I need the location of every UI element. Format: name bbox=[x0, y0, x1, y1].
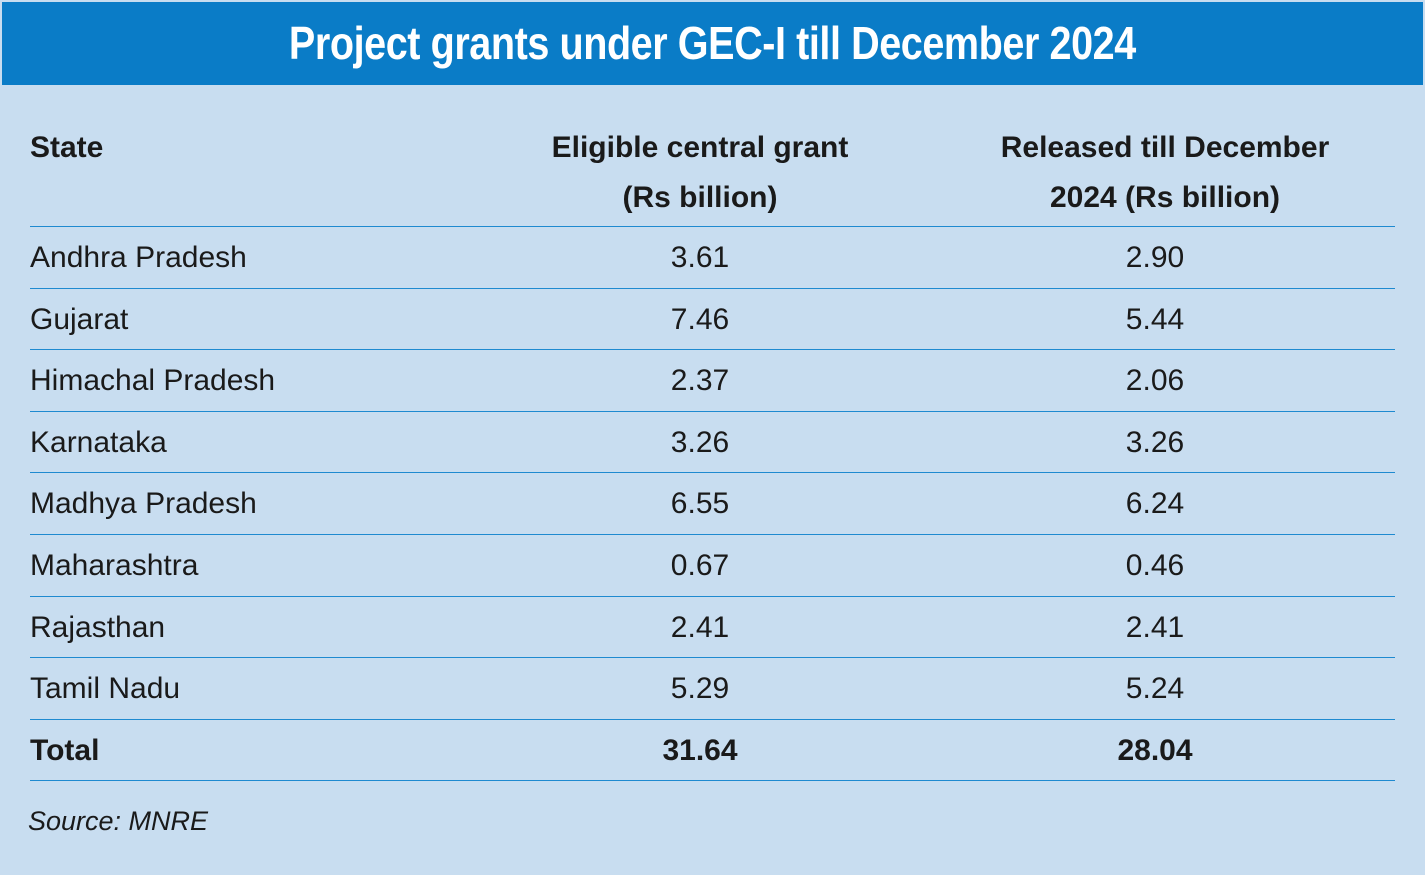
state-cell: Andhra Pradesh bbox=[30, 241, 247, 274]
released-cell: 6.24 bbox=[1125, 487, 1185, 521]
state-cell: Himachal Pradesh bbox=[30, 364, 276, 398]
header-eligible-line1: Eligible central grant bbox=[551, 131, 849, 164]
total-row: Total 31.64 28.04 bbox=[30, 720, 1395, 781]
header-released: Released till December 2024 (Rs billion) bbox=[965, 123, 1365, 223]
title-bar: Project grants under GEC-I till December… bbox=[2, 2, 1423, 85]
state-cell: Karnataka bbox=[30, 425, 167, 459]
released-cell: 5.24 bbox=[1125, 672, 1185, 706]
released-cell: 2.41 bbox=[1125, 610, 1185, 644]
released-cell: 2.06 bbox=[1125, 364, 1185, 398]
state-cell: Gujarat bbox=[30, 302, 129, 336]
state-cell: Madhya Pradesh bbox=[30, 487, 257, 521]
released-cell: 3.26 bbox=[1125, 425, 1185, 459]
header-released-line1: Released till December bbox=[1000, 131, 1330, 164]
header-eligible: Eligible central grant (Rs billion) bbox=[500, 123, 900, 223]
table-body: Andhra Pradesh 3.61 2.90 Gujarat 7.46 5.44 Him… bbox=[30, 227, 1395, 720]
header-state-label: State bbox=[30, 131, 104, 164]
header-state: State bbox=[30, 123, 103, 173]
eligible-cell: 6.55 bbox=[670, 487, 730, 521]
table-row: Tamil Nadu 5.29 5.24 bbox=[30, 658, 1395, 720]
eligible-cell: 7.46 bbox=[670, 302, 730, 336]
table-row: Maharashtra 0.67 0.46 bbox=[30, 535, 1395, 597]
released-cell: 0.46 bbox=[1125, 548, 1185, 582]
header-eligible-line2: (Rs billion) bbox=[622, 181, 778, 214]
total-eligible: 31.64 bbox=[662, 733, 738, 767]
state-cell: Rajasthan bbox=[30, 610, 166, 644]
header-released-line2: 2024 (Rs billion) bbox=[1049, 181, 1281, 214]
state-cell: Maharashtra bbox=[30, 548, 199, 582]
eligible-cell: 5.29 bbox=[670, 672, 730, 706]
eligible-cell: 2.37 bbox=[670, 364, 730, 398]
chart-title: Project grants under GEC-I till December… bbox=[289, 17, 1136, 69]
total-label: Total bbox=[30, 733, 100, 767]
table-row: Rajasthan 2.41 2.41 bbox=[30, 597, 1395, 659]
table-row: Andhra Pradesh 3.61 2.90 bbox=[30, 227, 1395, 289]
source-note: Source: MNRE bbox=[28, 806, 209, 836]
eligible-cell: 0.67 bbox=[670, 548, 730, 582]
eligible-cell: 3.61 bbox=[670, 241, 730, 274]
state-cell: Tamil Nadu bbox=[30, 672, 181, 706]
grants-table: State Eligible central grant (Rs billion… bbox=[30, 108, 1395, 781]
eligible-cell: 2.41 bbox=[670, 610, 730, 644]
released-cell: 2.90 bbox=[1125, 241, 1185, 274]
total-released: 28.04 bbox=[1117, 733, 1193, 767]
table-row: Madhya Pradesh 6.55 6.24 bbox=[30, 473, 1395, 535]
table-row: Gujarat 7.46 5.44 bbox=[30, 289, 1395, 351]
table-header: State Eligible central grant (Rs billion… bbox=[30, 108, 1395, 227]
table-row: Karnataka 3.26 3.26 bbox=[30, 412, 1395, 474]
eligible-cell: 3.26 bbox=[670, 425, 730, 459]
table-row: Himachal Pradesh 2.37 2.06 bbox=[30, 350, 1395, 412]
released-cell: 5.44 bbox=[1125, 302, 1185, 336]
